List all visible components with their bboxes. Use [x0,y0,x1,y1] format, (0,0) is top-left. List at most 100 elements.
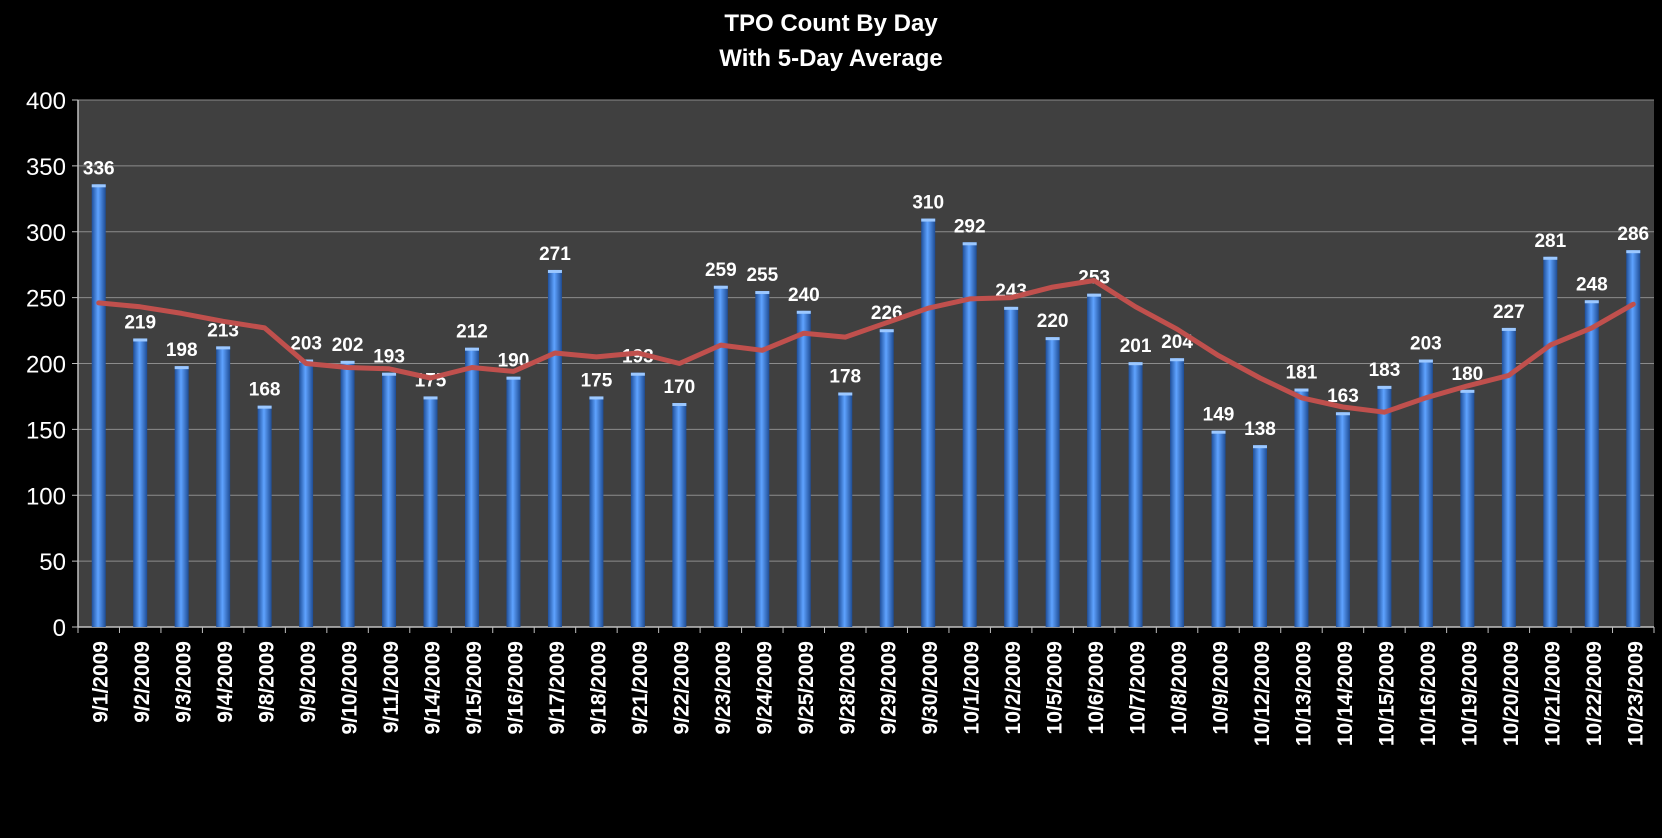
average-point [1176,328,1178,330]
data-label: 336 [83,158,115,179]
data-label: 281 [1534,231,1566,252]
x-tick-label: 9/15/2009 [463,641,486,734]
bar-cap [1211,430,1226,434]
bar-cap [589,396,604,400]
data-label: 183 [1369,360,1401,381]
x-tick-label: 9/23/2009 [712,641,735,734]
x-tick-label: 9/2/2009 [131,641,154,723]
data-label: 310 [912,193,944,214]
y-tick-label: 150 [26,417,66,444]
bar [796,310,811,627]
bar-cap [1170,358,1185,362]
bar [382,372,397,627]
bar [589,396,604,627]
average-point [1549,344,1551,346]
data-label: 149 [1203,405,1235,426]
bar [1294,388,1309,627]
average-point [1383,411,1385,413]
x-tick-label: 10/9/2009 [1210,641,1233,734]
x-tick-label: 10/22/2009 [1583,641,1606,746]
x-tick-label: 10/1/2009 [961,641,984,734]
bar [174,366,189,627]
bar-cap [1253,445,1267,449]
bar [1584,300,1599,627]
average-point [430,377,432,379]
bar [630,372,645,627]
y-tick-label: 50 [39,549,66,576]
x-tick-label: 10/8/2009 [1168,641,1191,734]
x-tick-label: 10/13/2009 [1292,641,1315,746]
bar-cap [838,392,853,396]
x-tick-label: 9/22/2009 [670,641,693,734]
bar [1253,445,1267,627]
bar [547,269,562,627]
bar-cap [755,291,770,295]
data-label: 181 [1286,363,1318,384]
y-tick-label: 0 [53,615,66,642]
bar [257,405,272,627]
data-label: 201 [1120,336,1152,357]
bar [216,346,231,627]
bar-cap [382,372,397,376]
y-tick-label: 350 [26,154,66,181]
average-point [305,363,307,364]
data-label: 240 [788,285,820,306]
average-point [1010,297,1012,299]
data-label: 170 [664,377,696,398]
average-point [1093,279,1095,281]
bar [838,392,853,627]
bar-cap [1087,293,1102,297]
bar-cap [547,269,562,273]
average-point [761,349,763,351]
average-point [678,363,680,364]
bar-cap [1377,385,1392,389]
average-point [1218,355,1220,357]
average-point [720,344,722,346]
average-point [1052,286,1054,288]
bar [713,285,728,627]
data-label: 212 [456,322,488,343]
bar-cap [1501,327,1516,331]
data-label: 180 [1452,364,1484,385]
average-point [969,298,971,300]
bar-cap [879,329,894,333]
bar-cap [1626,250,1641,254]
bar [879,329,894,627]
x-tick-label: 10/21/2009 [1541,641,1564,746]
x-tick-label: 10/12/2009 [1251,641,1274,746]
data-label: 286 [1617,224,1649,245]
average-point [1466,385,1468,387]
chart-title: TPO Count By Day [724,10,938,37]
average-point [512,370,514,372]
data-label: 193 [373,347,405,368]
average-point [1342,406,1344,408]
x-tick-label: 10/2/2009 [1002,641,1025,734]
average-point [471,366,473,368]
x-tick-label: 9/10/2009 [339,641,362,734]
average-point [1425,397,1427,399]
average-point [637,352,639,354]
average-point [595,356,597,358]
x-tick-label: 10/16/2009 [1417,641,1440,746]
x-tick-label: 9/29/2009 [878,641,901,734]
data-label: 259 [705,260,737,281]
x-tick-label: 9/4/2009 [214,641,237,723]
bar-cap [1418,359,1433,363]
bar-cap [133,338,148,342]
bar [1626,250,1641,627]
bar-cap [340,360,355,364]
data-label: 178 [829,366,861,387]
x-tick-label: 9/17/2009 [546,641,569,734]
average-point [1300,397,1302,399]
average-point [1259,377,1261,379]
x-tick-label: 9/8/2009 [256,641,279,723]
bar-cap [1584,300,1599,304]
data-label: 213 [207,320,239,341]
x-tick-label: 9/25/2009 [795,641,818,734]
average-line [96,278,1636,415]
y-tick-label: 100 [26,483,66,510]
bar [299,359,314,627]
data-label: 198 [166,340,198,361]
